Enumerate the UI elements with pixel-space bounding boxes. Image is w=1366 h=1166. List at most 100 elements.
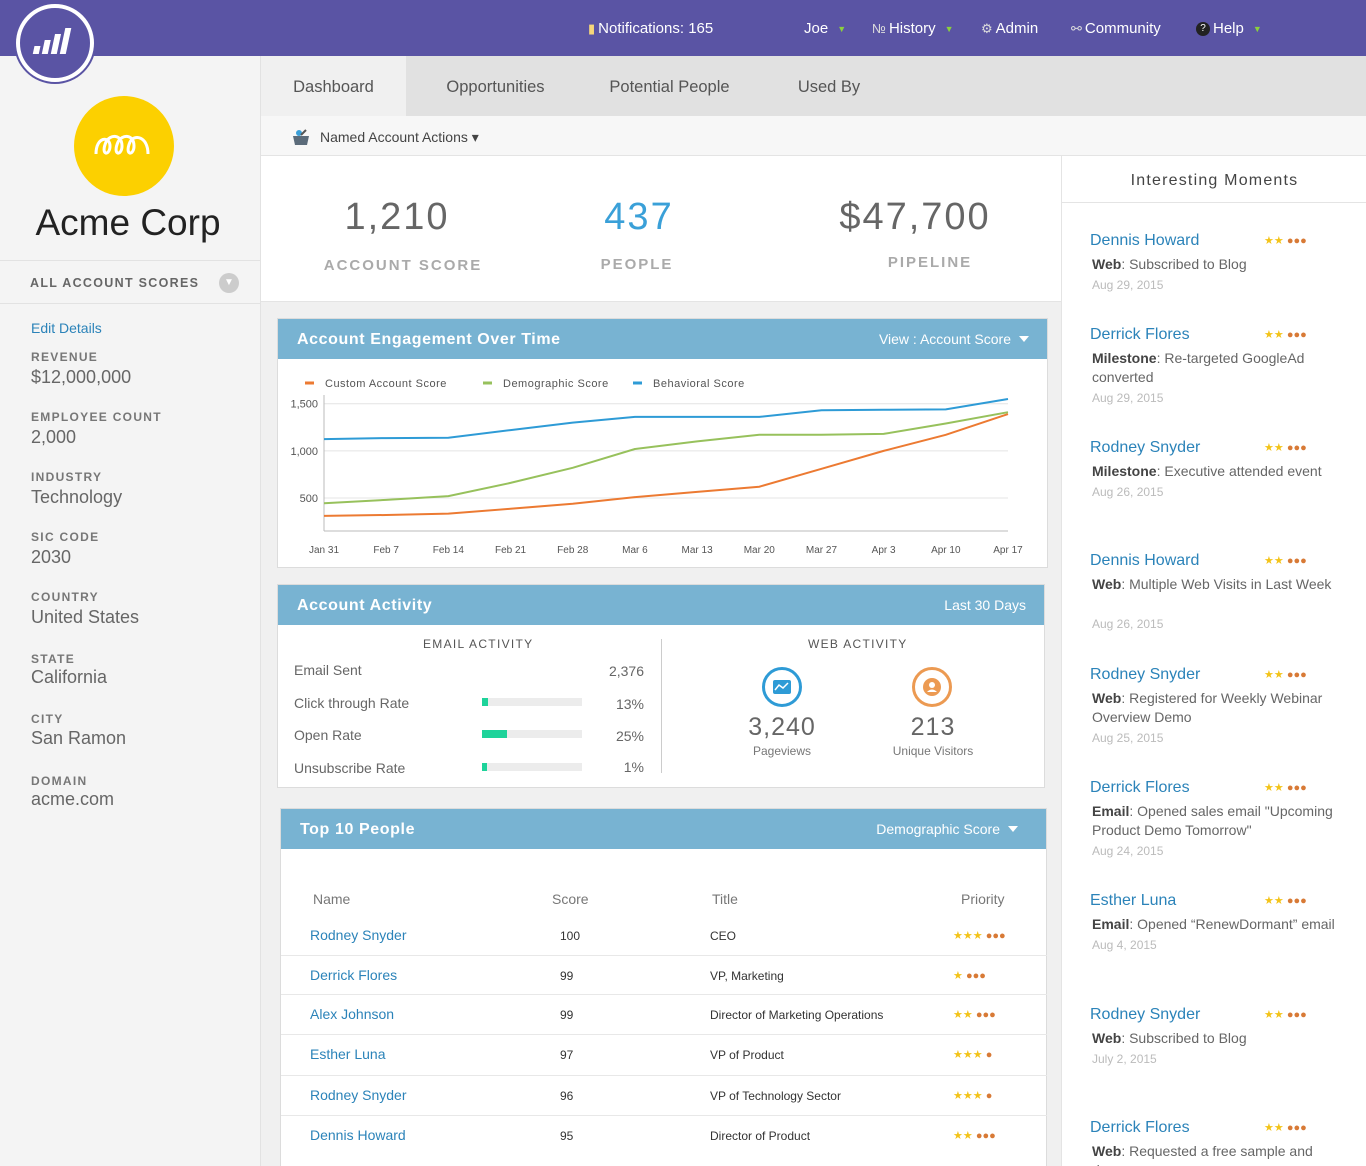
table-row[interactable]: Esther Luna 97 VP of Product ★★★ ● bbox=[281, 1034, 1047, 1062]
history-icon: № bbox=[872, 21, 886, 36]
person-name-link[interactable]: Rodney Snyder bbox=[310, 927, 407, 943]
notifications-label: Notifications: 165 bbox=[598, 20, 714, 37]
account-score-value: 1,210 bbox=[344, 196, 450, 238]
moment-person-link[interactable]: Derrick Flores bbox=[1090, 1119, 1190, 1136]
moment-person-link[interactable]: Dennis Howard bbox=[1090, 552, 1200, 569]
star-icon: ★ bbox=[953, 1049, 963, 1061]
moment-person-link[interactable]: Derrick Flores bbox=[1090, 326, 1190, 343]
column-title[interactable]: Title bbox=[712, 891, 738, 907]
moment-person-link[interactable]: Rodney Snyder bbox=[1090, 439, 1201, 456]
legend-label: Behavioral Score bbox=[653, 378, 745, 390]
employee-count-label: EMPLOYEE COUNT bbox=[31, 410, 162, 424]
star-icon: ★ bbox=[962, 1130, 973, 1142]
table-row[interactable]: Alex Johnson 99 Director of Marketing Oper… bbox=[281, 994, 1047, 1022]
admin-link[interactable]: ⚙ Admin bbox=[981, 20, 1038, 37]
activity-panel-header: Account Activity Last 30 Days bbox=[278, 585, 1044, 625]
moment-person-link[interactable]: Rodney Snyder bbox=[1090, 666, 1201, 683]
help-menu[interactable]: ? Help ▼ bbox=[1196, 20, 1262, 37]
city-value: San Ramon bbox=[31, 728, 127, 748]
person-name-link[interactable]: Esther Luna bbox=[310, 1046, 386, 1062]
star-icon: ★ bbox=[1273, 442, 1284, 454]
email-sent-value: 2,376 bbox=[608, 663, 644, 679]
moment-date: July 2, 2015 bbox=[1092, 1052, 1157, 1066]
person-score: 99 bbox=[560, 969, 574, 983]
moment-type: Web bbox=[1092, 576, 1122, 592]
account-score-label: ACCOUNT SCORE bbox=[323, 257, 483, 274]
drop-icon: ● bbox=[1286, 555, 1294, 567]
activity-period[interactable]: Last 30 Days bbox=[944, 597, 1026, 613]
x-tick-label: Jan 31 bbox=[309, 545, 339, 556]
activity-title: Account Activity bbox=[297, 597, 433, 614]
marketo-logo[interactable] bbox=[16, 4, 94, 82]
moment-person-link[interactable]: Rodney Snyder bbox=[1090, 1006, 1201, 1023]
help-icon: ? bbox=[1196, 21, 1210, 36]
table-row[interactable]: Derrick Flores 99 VP, Marketing ★ ●●● bbox=[281, 955, 1047, 983]
y-tick-label: 1,000 bbox=[290, 446, 318, 458]
star-icon: ★ bbox=[1273, 329, 1284, 341]
moment-text: : Requested a free sample and demo bbox=[1092, 1143, 1313, 1166]
moment-person-link[interactable]: Dennis Howard bbox=[1090, 232, 1200, 249]
person-title: Director of Product bbox=[710, 1129, 811, 1143]
priority-rating: ★★ ●●● bbox=[1264, 328, 1307, 341]
tab-dashboard[interactable]: Dashboard bbox=[261, 56, 406, 116]
caret-down-icon bbox=[1019, 336, 1029, 342]
star-icon: ★ bbox=[1264, 555, 1274, 567]
click-through-label: Click through Rate bbox=[294, 695, 410, 711]
tab-potential-people[interactable]: Potential People bbox=[609, 78, 730, 96]
sort-label: Demographic Score bbox=[876, 821, 1000, 837]
x-tick-label: Feb 14 bbox=[433, 545, 465, 556]
drop-icon: ● bbox=[982, 1130, 990, 1142]
column-score[interactable]: Score bbox=[552, 891, 589, 907]
star-icon: ★ bbox=[1264, 1009, 1274, 1021]
view-account-score-dropdown[interactable]: View : Account Score bbox=[879, 331, 1029, 347]
drop-icon: ● bbox=[1300, 235, 1307, 247]
all-account-scores-toggle[interactable]: ALL ACCOUNT SCORES ▼ bbox=[0, 260, 260, 304]
x-tick-label: Apr 10 bbox=[931, 545, 961, 556]
account-sidebar: Acme Corp ALL ACCOUNT SCORES ▼ Edit Deta… bbox=[0, 56, 261, 1166]
x-tick-label: Mar 13 bbox=[682, 545, 714, 556]
state-value: California bbox=[31, 667, 108, 687]
company-name: Acme Corp bbox=[35, 202, 221, 243]
user-menu[interactable]: Joe ▼ bbox=[804, 20, 846, 37]
star-icon: ★ bbox=[1273, 235, 1284, 247]
star-icon: ★ bbox=[1273, 669, 1284, 681]
demographic-score-dropdown[interactable]: Demographic Score bbox=[876, 821, 1018, 837]
person-score: 97 bbox=[560, 1048, 574, 1062]
column-priority[interactable]: Priority bbox=[961, 891, 1005, 907]
table-row[interactable]: Rodney Snyder 96 VP of Technology Sector ★★… bbox=[281, 1075, 1047, 1103]
drop-icon: ● bbox=[1293, 235, 1301, 247]
person-name-link[interactable]: Derrick Flores bbox=[310, 967, 398, 983]
company-logo-icon bbox=[94, 135, 150, 155]
moment-text: : Subscribed to Blog bbox=[1121, 256, 1247, 272]
drop-icon: ● bbox=[1293, 895, 1301, 907]
community-link[interactable]: ⚯ Community bbox=[1071, 20, 1161, 37]
tab-used-by[interactable]: Used By bbox=[797, 78, 861, 96]
unsubscribe-rate-bar-fill bbox=[482, 763, 487, 771]
edit-details-link[interactable]: Edit Details bbox=[31, 320, 102, 336]
pipeline-value: $47,700 bbox=[839, 196, 991, 238]
x-tick-label: Feb 28 bbox=[557, 545, 589, 556]
revenue-value: $12,000,000 bbox=[31, 367, 132, 387]
moment-date: Aug 4, 2015 bbox=[1092, 938, 1157, 952]
person-name-link[interactable]: Rodney Snyder bbox=[310, 1087, 407, 1103]
star-icon: ★ bbox=[953, 1130, 963, 1142]
notifications-link[interactable]: ▮ Notifications: 165 bbox=[588, 20, 713, 37]
drop-icon: ● bbox=[1286, 669, 1294, 681]
column-name[interactable]: Name bbox=[313, 891, 351, 907]
priority-rating: ★★ ●●● bbox=[1264, 894, 1307, 907]
chevron-down-icon[interactable]: ▼ bbox=[219, 273, 239, 293]
history-menu[interactable]: № History ▼ bbox=[872, 20, 954, 37]
x-tick-label: Mar 27 bbox=[806, 545, 838, 556]
person-score: 96 bbox=[560, 1089, 574, 1103]
named-account-actions-menu[interactable]: Named Account Actions ▾ bbox=[320, 129, 479, 145]
moment-type: Web bbox=[1092, 1030, 1122, 1046]
moment-person-link[interactable]: Esther Luna bbox=[1090, 892, 1177, 909]
table-row[interactable]: Dennis Howard 95 Director of Product ★★ ●●● bbox=[281, 1115, 1047, 1143]
activity-panel: Account Activity Last 30 Days EMAIL ACTI… bbox=[277, 584, 1045, 788]
moment-person-link[interactable]: Derrick Flores bbox=[1090, 779, 1190, 796]
open-rate-label: Open Rate bbox=[294, 727, 362, 743]
person-name-link[interactable]: Alex Johnson bbox=[310, 1006, 395, 1022]
person-name-link[interactable]: Dennis Howard bbox=[310, 1127, 406, 1143]
moment-date: Aug 26, 2015 bbox=[1092, 617, 1164, 631]
tab-opportunities[interactable]: Opportunities bbox=[446, 78, 545, 96]
